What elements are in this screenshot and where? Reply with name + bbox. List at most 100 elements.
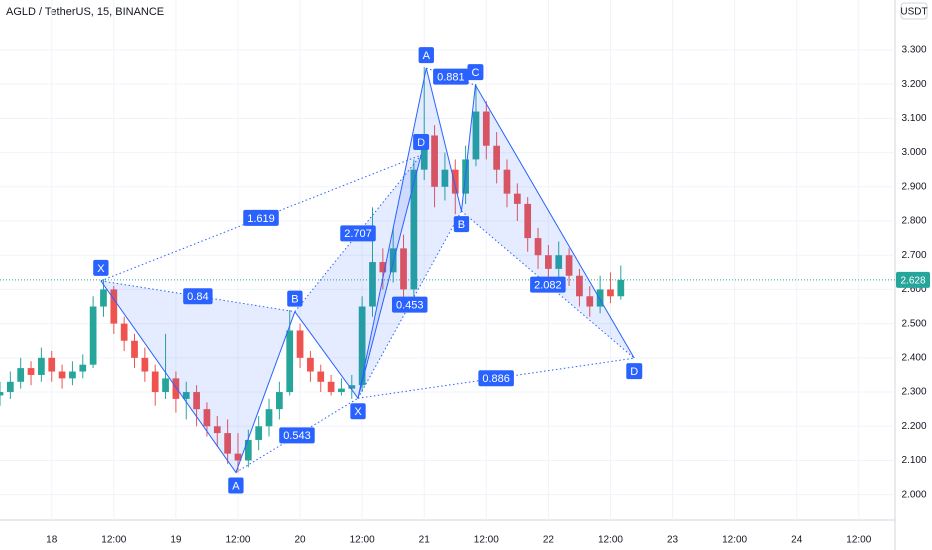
point-label-text: X	[354, 406, 362, 418]
ratio-label-box	[340, 225, 376, 242]
candle-body	[307, 357, 314, 372]
x-tick-label: 12:00	[350, 535, 375, 546]
y-tick-label: 2.400	[901, 352, 926, 363]
last-price-box	[896, 271, 930, 288]
currency-box[interactable]	[900, 2, 928, 20]
point-label-text: C	[471, 67, 479, 79]
y-tick-label: 3.100	[901, 113, 926, 124]
point-label-box	[467, 64, 484, 81]
candle-body	[244, 439, 252, 461]
candle-body	[493, 145, 501, 170]
candle-body	[27, 368, 35, 375]
ratio-label-text: 0.84	[187, 291, 208, 303]
candle-body	[534, 238, 542, 256]
point-label: D	[626, 363, 643, 380]
candle-body	[472, 111, 480, 160]
y-tick-label: 2.800	[901, 216, 926, 227]
point-label-text: X	[97, 263, 105, 275]
candle-body	[79, 364, 87, 372]
candle-body	[617, 279, 625, 297]
point-label-text: A	[232, 480, 240, 492]
ratio-label-text: 1.619	[247, 213, 275, 225]
candle-body	[596, 289, 604, 307]
candle-body	[441, 169, 449, 187]
candle-body	[151, 371, 159, 393]
y-tick-label: 2.100	[901, 455, 926, 466]
candle-body	[451, 169, 459, 194]
point-label-text: A	[423, 50, 431, 62]
candle-body	[213, 426, 221, 434]
ratio-label-box	[279, 427, 315, 444]
point-label-box	[228, 477, 244, 494]
candle-body	[607, 289, 614, 297]
point-label: A	[228, 477, 244, 494]
y-tick-label: 2.600	[901, 284, 926, 295]
candle-body	[172, 378, 180, 399]
candle-body	[586, 296, 594, 307]
harmonic-pattern: 0.453 0.881 2.082 0.886 X A B C D	[350, 47, 643, 420]
candle-body	[193, 392, 200, 410]
candle-body	[286, 330, 294, 393]
candle-body	[565, 255, 573, 276]
x-tick-label: 19	[170, 535, 182, 546]
candle-body	[503, 169, 511, 194]
point-label-text: B	[291, 294, 298, 306]
x-tick-label: 20	[294, 535, 306, 546]
point-label-box	[350, 403, 366, 420]
ratio-label-text: 2.707	[344, 228, 372, 240]
candle-body	[182, 392, 190, 399]
currency-label[interactable]: USDT	[900, 7, 927, 18]
candle-body	[420, 135, 428, 170]
candle-body	[338, 388, 345, 393]
candle-body	[379, 262, 387, 273]
candle-body	[141, 357, 149, 372]
y-tick-label: 2.200	[901, 421, 926, 432]
candle-body	[348, 385, 356, 389]
point-label: A	[418, 47, 434, 64]
last-price-label: 2.628	[900, 275, 925, 286]
point-label-box	[93, 259, 109, 276]
ratio-label-box	[530, 276, 566, 293]
candle-body	[482, 111, 490, 146]
ratio-label-box	[183, 288, 213, 305]
pattern-fill	[294, 154, 422, 399]
candle-body	[6, 381, 14, 393]
last-price-tag: 2.628	[896, 271, 930, 288]
candle-body	[162, 378, 169, 393]
point-label-text: D	[630, 366, 638, 378]
candle-body	[69, 371, 76, 379]
candle-body	[110, 289, 118, 324]
candle-body	[513, 193, 521, 204]
point-label: X	[93, 259, 109, 276]
ratio-line	[100, 280, 295, 313]
x-tick-label: 18	[46, 535, 58, 546]
candle-body	[400, 248, 407, 290]
candle-body	[234, 453, 242, 461]
x-tick-label: 12:00	[474, 535, 499, 546]
ratio-label-box	[243, 209, 279, 226]
ratio-label-text: 0.453	[396, 300, 424, 312]
harmonic-pattern: 0.84 0.543 2.707 1.619 X A B D	[93, 133, 430, 494]
candle-body	[0, 392, 4, 396]
candle-body	[89, 306, 97, 365]
candle-body	[276, 392, 283, 410]
point-label-box	[413, 133, 430, 150]
ratio-label-text: 0.881	[437, 72, 465, 84]
candle-body	[389, 248, 397, 273]
ratio-label-box	[391, 296, 428, 313]
ratio-label: 0.881	[433, 68, 469, 85]
y-tick-label: 3.300	[901, 45, 926, 56]
x-tick-label: 12:00	[101, 535, 126, 546]
y-tick-label: 2.000	[901, 489, 926, 500]
x-tick-label: 12:00	[225, 535, 250, 546]
ratio-label-text: 0.886	[482, 373, 510, 385]
candle-body	[317, 371, 325, 382]
y-tick-label: 3.200	[901, 79, 926, 90]
candle-body	[255, 426, 263, 440]
candle-body	[131, 340, 138, 358]
point-label: X	[350, 403, 366, 420]
candle-body	[358, 306, 366, 386]
